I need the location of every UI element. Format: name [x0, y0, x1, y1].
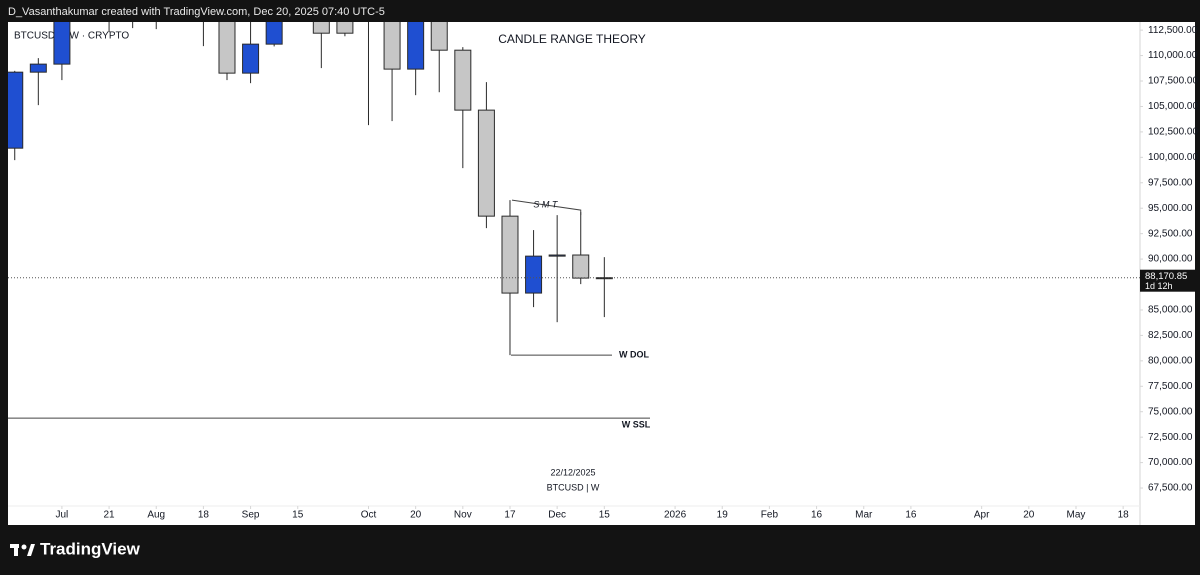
candle-body [572, 254, 590, 279]
x-tick-label: 16 [905, 510, 917, 521]
candle-body [454, 49, 472, 111]
x-tick-label: 17 [504, 510, 516, 521]
ssl-label: W SSL [622, 420, 651, 430]
x-tick-label: Sep [242, 510, 260, 521]
x-tick-label: May [1067, 510, 1086, 521]
x-tick-label: Mar [855, 510, 873, 521]
candle-body [218, 22, 236, 74]
y-tick-label: 77,500.00 [1148, 381, 1193, 392]
x-tick-label: 18 [1118, 510, 1130, 521]
y-tick-label: 72,500.00 [1148, 432, 1193, 443]
candle-body [242, 43, 260, 74]
x-tick-label: Nov [454, 510, 472, 521]
header-text: D_Vasanthakumar created with TradingView… [8, 6, 385, 18]
y-tick-label: 92,500.00 [1148, 228, 1193, 239]
candle-body [477, 109, 495, 217]
x-tick-label: 18 [198, 510, 210, 521]
logo [10, 544, 35, 556]
y-tick-label: 82,500.00 [1148, 330, 1193, 341]
x-tick-label: 15 [599, 510, 611, 521]
candle-body [407, 22, 425, 70]
x-tick-label: 16 [811, 510, 823, 521]
x-tick-label: Jul [56, 510, 69, 521]
candle-body [8, 71, 24, 149]
x-tick-label: 19 [717, 510, 729, 521]
y-tick-label: 85,000.00 [1148, 305, 1193, 316]
watermark-text: BTCUSD | W [547, 482, 600, 492]
y-tick-label: 105,000.00 [1148, 101, 1198, 112]
y-tick-label: 107,500.00 [1148, 76, 1198, 87]
y-tick-label: 95,000.00 [1148, 203, 1193, 214]
chart-title: CANDLE RANGE THEORY [498, 32, 646, 46]
smt-line [511, 199, 582, 216]
x-tick-label: Dec [548, 510, 566, 521]
x-tick-label: 15 [292, 510, 304, 521]
symbol-label: BTCUSD · 1W · CRYPTO [14, 31, 129, 42]
y-tick-label: 97,500.00 [1148, 177, 1193, 188]
x-tick-label: 2026 [664, 510, 687, 521]
x-tick-label: Aug [147, 510, 165, 521]
candle-body [336, 22, 354, 34]
y-tick-label: 110,000.00 [1148, 50, 1198, 61]
x-tick-label: Oct [361, 510, 377, 521]
y-tick-label: 75,000.00 [1148, 406, 1193, 417]
y-tick-label: 90,000.00 [1148, 254, 1193, 265]
candle-body [595, 277, 613, 280]
x-tick-label: 20 [1023, 510, 1035, 521]
y-tick-label: 100,000.00 [1148, 152, 1198, 163]
y-tick-label: 112,500.00 [1148, 25, 1198, 36]
x-tick-label: Apr [974, 510, 990, 521]
candle-body [501, 215, 519, 294]
x-tick-label: 20 [410, 510, 422, 521]
candle-body [383, 22, 401, 70]
candle-body [265, 22, 283, 45]
x-tick-label: 21 [104, 510, 116, 521]
brand: TradingView [40, 539, 141, 558]
candle-body [548, 254, 566, 257]
smt-label: S M T [533, 199, 559, 209]
chart-area [8, 22, 1195, 525]
candle-body [53, 22, 71, 65]
countdown-label: 1d 12h [1145, 281, 1173, 291]
x-tick-label: Feb [761, 510, 779, 521]
watermark-text: 22/12/2025 [550, 467, 595, 477]
dol-label: W DOL [619, 350, 649, 360]
last-price-box [1140, 269, 1195, 292]
candle-body [29, 63, 47, 73]
plot [8, 22, 613, 356]
y-tick-label: 67,500.00 [1148, 483, 1193, 494]
candle-body [525, 255, 543, 294]
y-tick-label: 80,000.00 [1148, 355, 1193, 366]
y-tick-label: 70,000.00 [1148, 457, 1193, 468]
candle-body [312, 22, 330, 34]
candle-body [430, 22, 448, 51]
y-tick-label: 102,500.00 [1148, 127, 1198, 138]
last-price-label: 88,170.85 [1145, 271, 1187, 282]
